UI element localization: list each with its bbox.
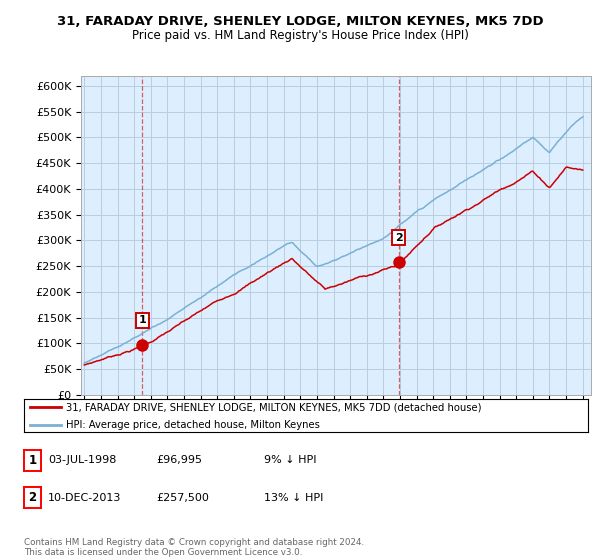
Text: 10-DEC-2013: 10-DEC-2013 — [48, 493, 121, 503]
Text: 2: 2 — [395, 232, 403, 242]
Text: £96,995: £96,995 — [156, 455, 202, 465]
Text: Price paid vs. HM Land Registry's House Price Index (HPI): Price paid vs. HM Land Registry's House … — [131, 29, 469, 42]
Text: 13% ↓ HPI: 13% ↓ HPI — [264, 493, 323, 503]
Text: 03-JUL-1998: 03-JUL-1998 — [48, 455, 116, 465]
Text: HPI: Average price, detached house, Milton Keynes: HPI: Average price, detached house, Milt… — [66, 420, 320, 430]
Text: 31, FARADAY DRIVE, SHENLEY LODGE, MILTON KEYNES, MK5 7DD: 31, FARADAY DRIVE, SHENLEY LODGE, MILTON… — [56, 15, 544, 27]
Text: Contains HM Land Registry data © Crown copyright and database right 2024.
This d: Contains HM Land Registry data © Crown c… — [24, 538, 364, 557]
Text: 1: 1 — [139, 315, 146, 325]
Text: 1: 1 — [28, 454, 37, 467]
Text: 31, FARADAY DRIVE, SHENLEY LODGE, MILTON KEYNES, MK5 7DD (detached house): 31, FARADAY DRIVE, SHENLEY LODGE, MILTON… — [66, 402, 482, 412]
Text: 2: 2 — [28, 491, 37, 505]
Text: £257,500: £257,500 — [156, 493, 209, 503]
Text: 9% ↓ HPI: 9% ↓ HPI — [264, 455, 317, 465]
